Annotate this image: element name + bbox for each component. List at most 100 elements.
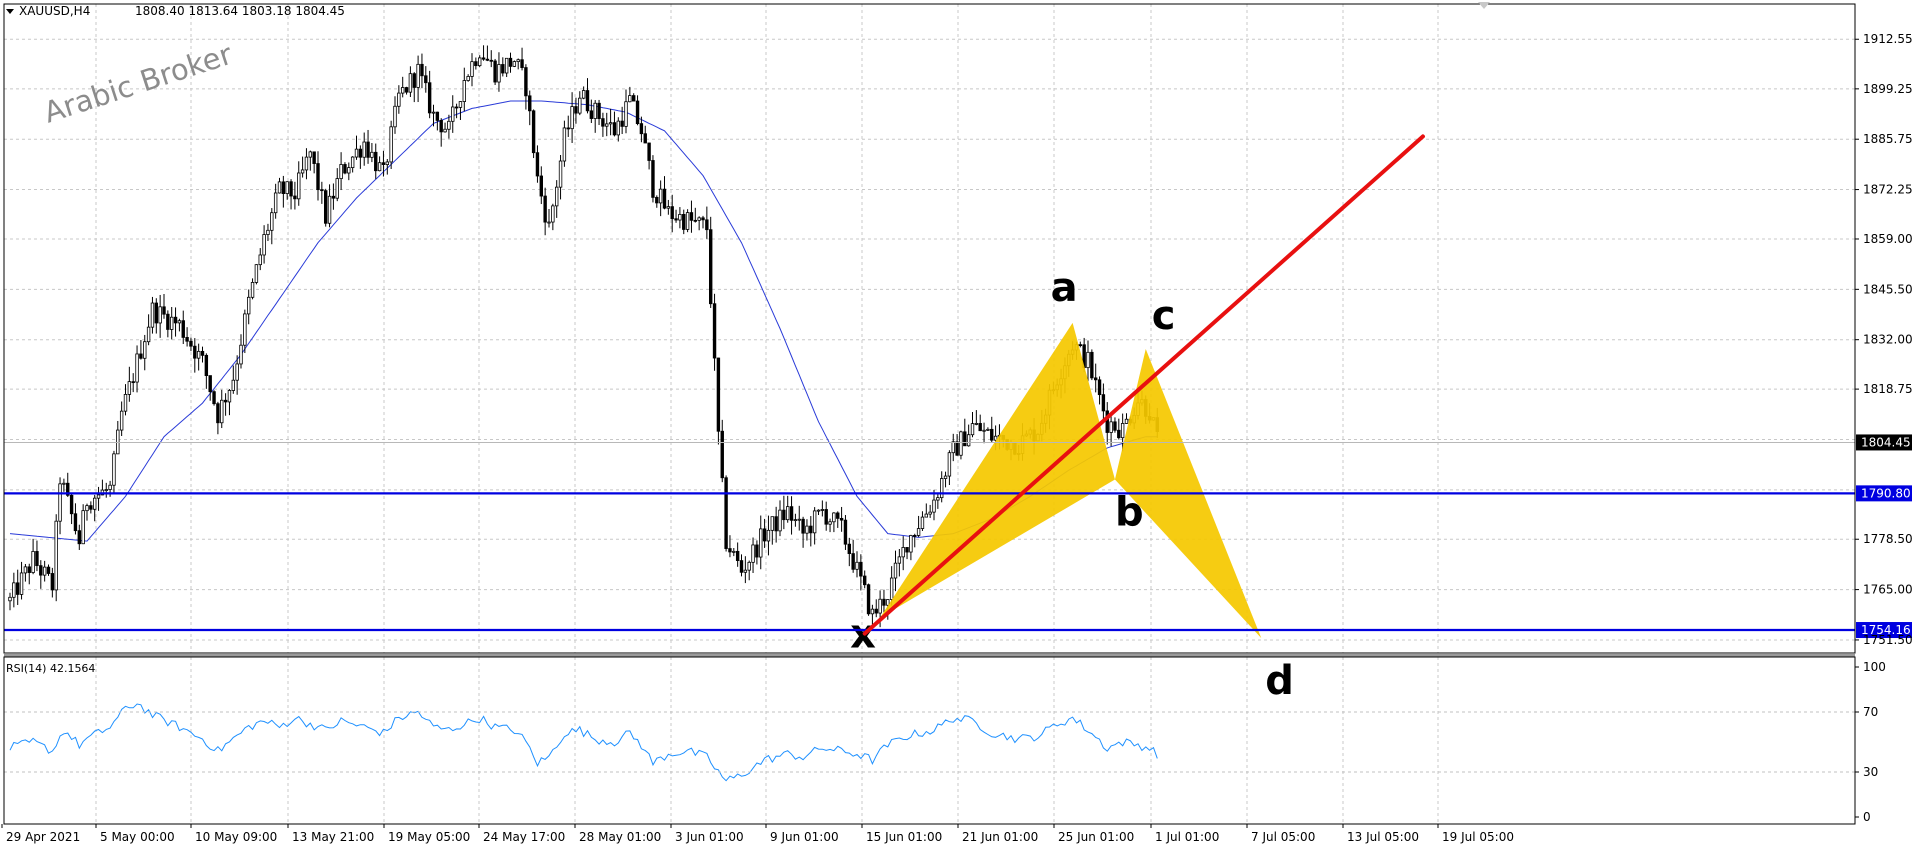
candle xyxy=(901,536,905,571)
candle-body xyxy=(1117,429,1121,439)
candle-body xyxy=(466,76,470,81)
price-tick-label: 1859.00 xyxy=(1863,232,1913,246)
candle-body xyxy=(735,550,740,561)
candle-body xyxy=(273,192,278,214)
candle xyxy=(69,493,74,525)
chevron-down-icon[interactable] xyxy=(6,9,14,14)
candle-body xyxy=(824,509,828,525)
candle-body xyxy=(993,435,998,441)
candle xyxy=(786,495,790,523)
candle-body xyxy=(262,234,266,256)
candle-body xyxy=(493,60,497,83)
candle xyxy=(897,548,902,577)
candle-body xyxy=(947,452,952,477)
candle xyxy=(8,592,12,611)
candle-body xyxy=(789,506,794,521)
candle xyxy=(924,503,928,518)
level-price-tag xyxy=(1856,622,1912,639)
candle xyxy=(335,168,339,202)
level-price-label: 1790.80 xyxy=(1861,486,1911,500)
candle xyxy=(816,509,821,515)
candle xyxy=(243,309,247,354)
candle-body xyxy=(920,516,925,529)
candle-body xyxy=(343,164,347,174)
candle xyxy=(54,514,58,602)
candle-body xyxy=(427,82,432,114)
candle xyxy=(747,560,751,581)
candle xyxy=(732,547,736,557)
candle xyxy=(743,556,748,584)
time-tick-label: 25 Jun 01:00 xyxy=(1058,830,1134,844)
level-price-label: 1754.16 xyxy=(1861,623,1911,637)
candle-body xyxy=(208,375,212,393)
time-tick-label: 1 Jul 01:00 xyxy=(1155,830,1219,844)
candle-body xyxy=(624,101,628,127)
candle xyxy=(539,166,543,205)
candle xyxy=(439,118,443,147)
candle-body xyxy=(108,484,112,490)
candle xyxy=(200,346,205,363)
candle xyxy=(223,393,228,416)
candle-body xyxy=(54,520,58,591)
candle-body xyxy=(281,181,286,194)
candle-body xyxy=(347,167,351,174)
candlestick-series xyxy=(8,45,1159,628)
candle xyxy=(601,112,605,137)
candle xyxy=(377,156,382,172)
candle-body xyxy=(970,423,975,436)
candle-body xyxy=(308,151,312,158)
candle-body xyxy=(635,100,640,125)
candle xyxy=(12,572,16,608)
candle-body xyxy=(1124,418,1129,424)
candle xyxy=(354,135,359,160)
candle xyxy=(739,554,744,577)
candle xyxy=(435,111,440,131)
candle-body xyxy=(293,195,297,200)
candle-body xyxy=(809,525,813,534)
candle-body xyxy=(485,58,490,61)
candle xyxy=(73,503,78,535)
candle xyxy=(343,162,347,175)
rsi-tick-label: 0 xyxy=(1863,810,1871,824)
candle xyxy=(951,433,955,462)
candle xyxy=(812,507,817,545)
candle xyxy=(832,512,836,533)
candle-body xyxy=(73,513,78,532)
candle xyxy=(555,180,559,218)
candle xyxy=(304,148,309,180)
candle xyxy=(308,150,312,171)
candle-body xyxy=(146,326,151,343)
candle-body xyxy=(685,212,690,230)
candle-body xyxy=(851,553,855,570)
candle-body xyxy=(1120,423,1125,439)
price-tick-label: 1778.50 xyxy=(1863,532,1913,546)
horizontal-levels: 1790.80 1754.16 1804.45 xyxy=(4,434,1912,639)
candle-body xyxy=(743,569,748,573)
candle-body xyxy=(119,410,124,431)
candle xyxy=(166,310,170,338)
candle-body xyxy=(316,163,320,191)
candle-body xyxy=(605,123,609,127)
candle xyxy=(300,156,305,178)
candle xyxy=(620,106,624,135)
candle xyxy=(504,57,509,78)
candle-body xyxy=(139,353,143,359)
candle-body xyxy=(285,181,289,194)
candle-body xyxy=(866,584,871,615)
candle xyxy=(474,57,478,70)
candle-body xyxy=(412,73,416,88)
candle-body xyxy=(612,122,617,136)
candle-body xyxy=(909,535,913,553)
candle xyxy=(990,416,994,443)
rsi-line xyxy=(9,703,1158,782)
candle-body xyxy=(350,156,355,169)
candle xyxy=(882,589,886,613)
candle-body xyxy=(1109,421,1113,433)
candle-body xyxy=(389,126,393,163)
candle xyxy=(947,450,952,486)
candle xyxy=(866,583,871,616)
candle xyxy=(358,145,363,169)
candle-body xyxy=(812,510,817,534)
